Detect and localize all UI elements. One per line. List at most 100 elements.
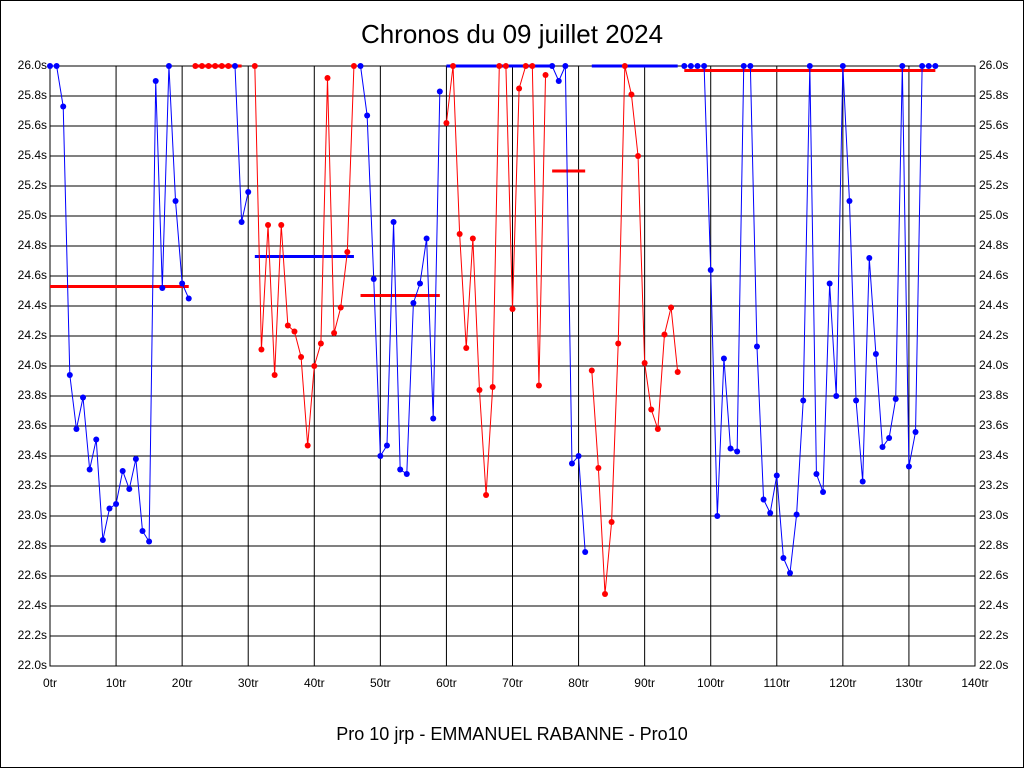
data-point bbox=[410, 300, 417, 306]
y2-tick-label: 24.4s bbox=[979, 298, 1008, 312]
y-tick-label: 24.8s bbox=[18, 238, 47, 252]
y2-tick-label: 24.0s bbox=[979, 358, 1008, 372]
data-point bbox=[760, 496, 767, 503]
y2-tick-label: 22.4s bbox=[979, 598, 1008, 612]
data-point bbox=[912, 429, 919, 435]
data-point bbox=[542, 72, 549, 78]
data-point bbox=[337, 304, 344, 311]
series-line bbox=[254, 65, 355, 446]
y-tick-label: 23.8s bbox=[18, 388, 47, 402]
data-point bbox=[668, 304, 675, 311]
y-tick-label: 23.2s bbox=[18, 478, 47, 492]
data-point bbox=[509, 306, 516, 312]
data-point bbox=[291, 328, 298, 335]
data-point bbox=[727, 445, 734, 452]
data-point bbox=[370, 276, 377, 282]
y-tick-label: 23.4s bbox=[18, 448, 47, 462]
data-point bbox=[701, 63, 708, 69]
y-tick-label: 22.0s bbox=[18, 658, 47, 672]
data-point bbox=[747, 63, 754, 69]
data-point bbox=[212, 63, 219, 69]
x-tick-label: 120tr bbox=[829, 676, 856, 690]
data-point bbox=[714, 513, 721, 519]
data-point bbox=[377, 453, 384, 459]
y2-tick-label: 25.0s bbox=[979, 208, 1008, 222]
y-tick-label: 22.2s bbox=[18, 628, 47, 642]
data-point bbox=[621, 63, 628, 69]
data-point bbox=[60, 103, 67, 110]
y2-tick-label: 22.6s bbox=[979, 568, 1008, 582]
series-line bbox=[50, 65, 190, 544]
y-tick-label: 24.2s bbox=[18, 328, 47, 342]
data-point bbox=[720, 355, 727, 362]
data-point bbox=[502, 63, 509, 69]
data-point bbox=[364, 112, 371, 119]
y2-tick-label: 24.6s bbox=[979, 268, 1008, 282]
data-point bbox=[820, 489, 827, 495]
x-tick-label: 0tr bbox=[43, 676, 57, 690]
x-tick-label: 90tr bbox=[634, 676, 655, 690]
data-point bbox=[80, 394, 87, 401]
data-point bbox=[205, 63, 212, 69]
data-point bbox=[218, 63, 225, 69]
data-point bbox=[773, 472, 780, 479]
data-point bbox=[892, 396, 899, 402]
data-point bbox=[225, 63, 232, 69]
data-point bbox=[159, 285, 166, 291]
y2-tick-label: 22.8s bbox=[979, 538, 1008, 552]
data-point bbox=[615, 340, 622, 347]
data-point bbox=[463, 345, 470, 351]
chart-footer: Pro 10 jrp - EMMANUEL RABANNE - Pro10 bbox=[336, 724, 687, 744]
data-point bbox=[899, 63, 906, 69]
y-tick-label: 23.6s bbox=[18, 418, 47, 432]
y2-tick-label: 22.0s bbox=[979, 658, 1008, 672]
data-point bbox=[357, 63, 364, 69]
y2-tick-label: 25.8s bbox=[979, 88, 1008, 102]
y-tick-label: 25.4s bbox=[18, 148, 47, 162]
data-point bbox=[813, 471, 820, 477]
data-point bbox=[403, 471, 410, 477]
chart-title: Chronos du 09 juillet 2024 bbox=[361, 19, 663, 49]
data-point bbox=[66, 372, 73, 378]
data-point bbox=[139, 528, 146, 534]
data-point bbox=[350, 63, 357, 69]
data-point bbox=[232, 63, 238, 69]
data-point bbox=[443, 120, 450, 126]
data-point bbox=[278, 222, 285, 228]
y-tick-label: 25.8s bbox=[18, 88, 47, 102]
data-point bbox=[73, 426, 80, 432]
data-point bbox=[324, 75, 331, 81]
x-tick-label: 10tr bbox=[106, 676, 127, 690]
y2-tick-label: 23.2s bbox=[979, 478, 1008, 492]
data-point bbox=[146, 538, 153, 545]
y-tick-label: 26.0s bbox=[18, 58, 47, 72]
data-point bbox=[661, 331, 668, 338]
data-point bbox=[800, 397, 807, 404]
data-point bbox=[152, 78, 159, 84]
data-point bbox=[846, 198, 853, 204]
data-point bbox=[529, 63, 536, 69]
data-point bbox=[859, 478, 866, 485]
y2-tick-label: 23.8s bbox=[979, 388, 1008, 402]
data-point bbox=[132, 456, 139, 462]
data-point bbox=[311, 363, 318, 369]
data-point bbox=[641, 360, 648, 366]
y-tick-label: 25.0s bbox=[18, 208, 47, 222]
data-point bbox=[806, 63, 813, 69]
data-point bbox=[549, 63, 556, 69]
x-tick-label: 20tr bbox=[172, 676, 193, 690]
data-point bbox=[450, 63, 457, 69]
x-tick-label: 130tr bbox=[895, 676, 922, 690]
data-point bbox=[753, 343, 760, 350]
y2-tick-label: 23.4s bbox=[979, 448, 1008, 462]
y2-tick-label: 25.2s bbox=[979, 178, 1008, 192]
data-point bbox=[648, 406, 655, 413]
data-point bbox=[555, 78, 562, 84]
data-point bbox=[588, 367, 595, 374]
data-point bbox=[767, 510, 774, 516]
data-point bbox=[265, 222, 272, 228]
data-point bbox=[198, 63, 205, 69]
data-point bbox=[476, 387, 483, 393]
y-tick-label: 24.4s bbox=[18, 298, 47, 312]
data-point bbox=[628, 91, 635, 98]
